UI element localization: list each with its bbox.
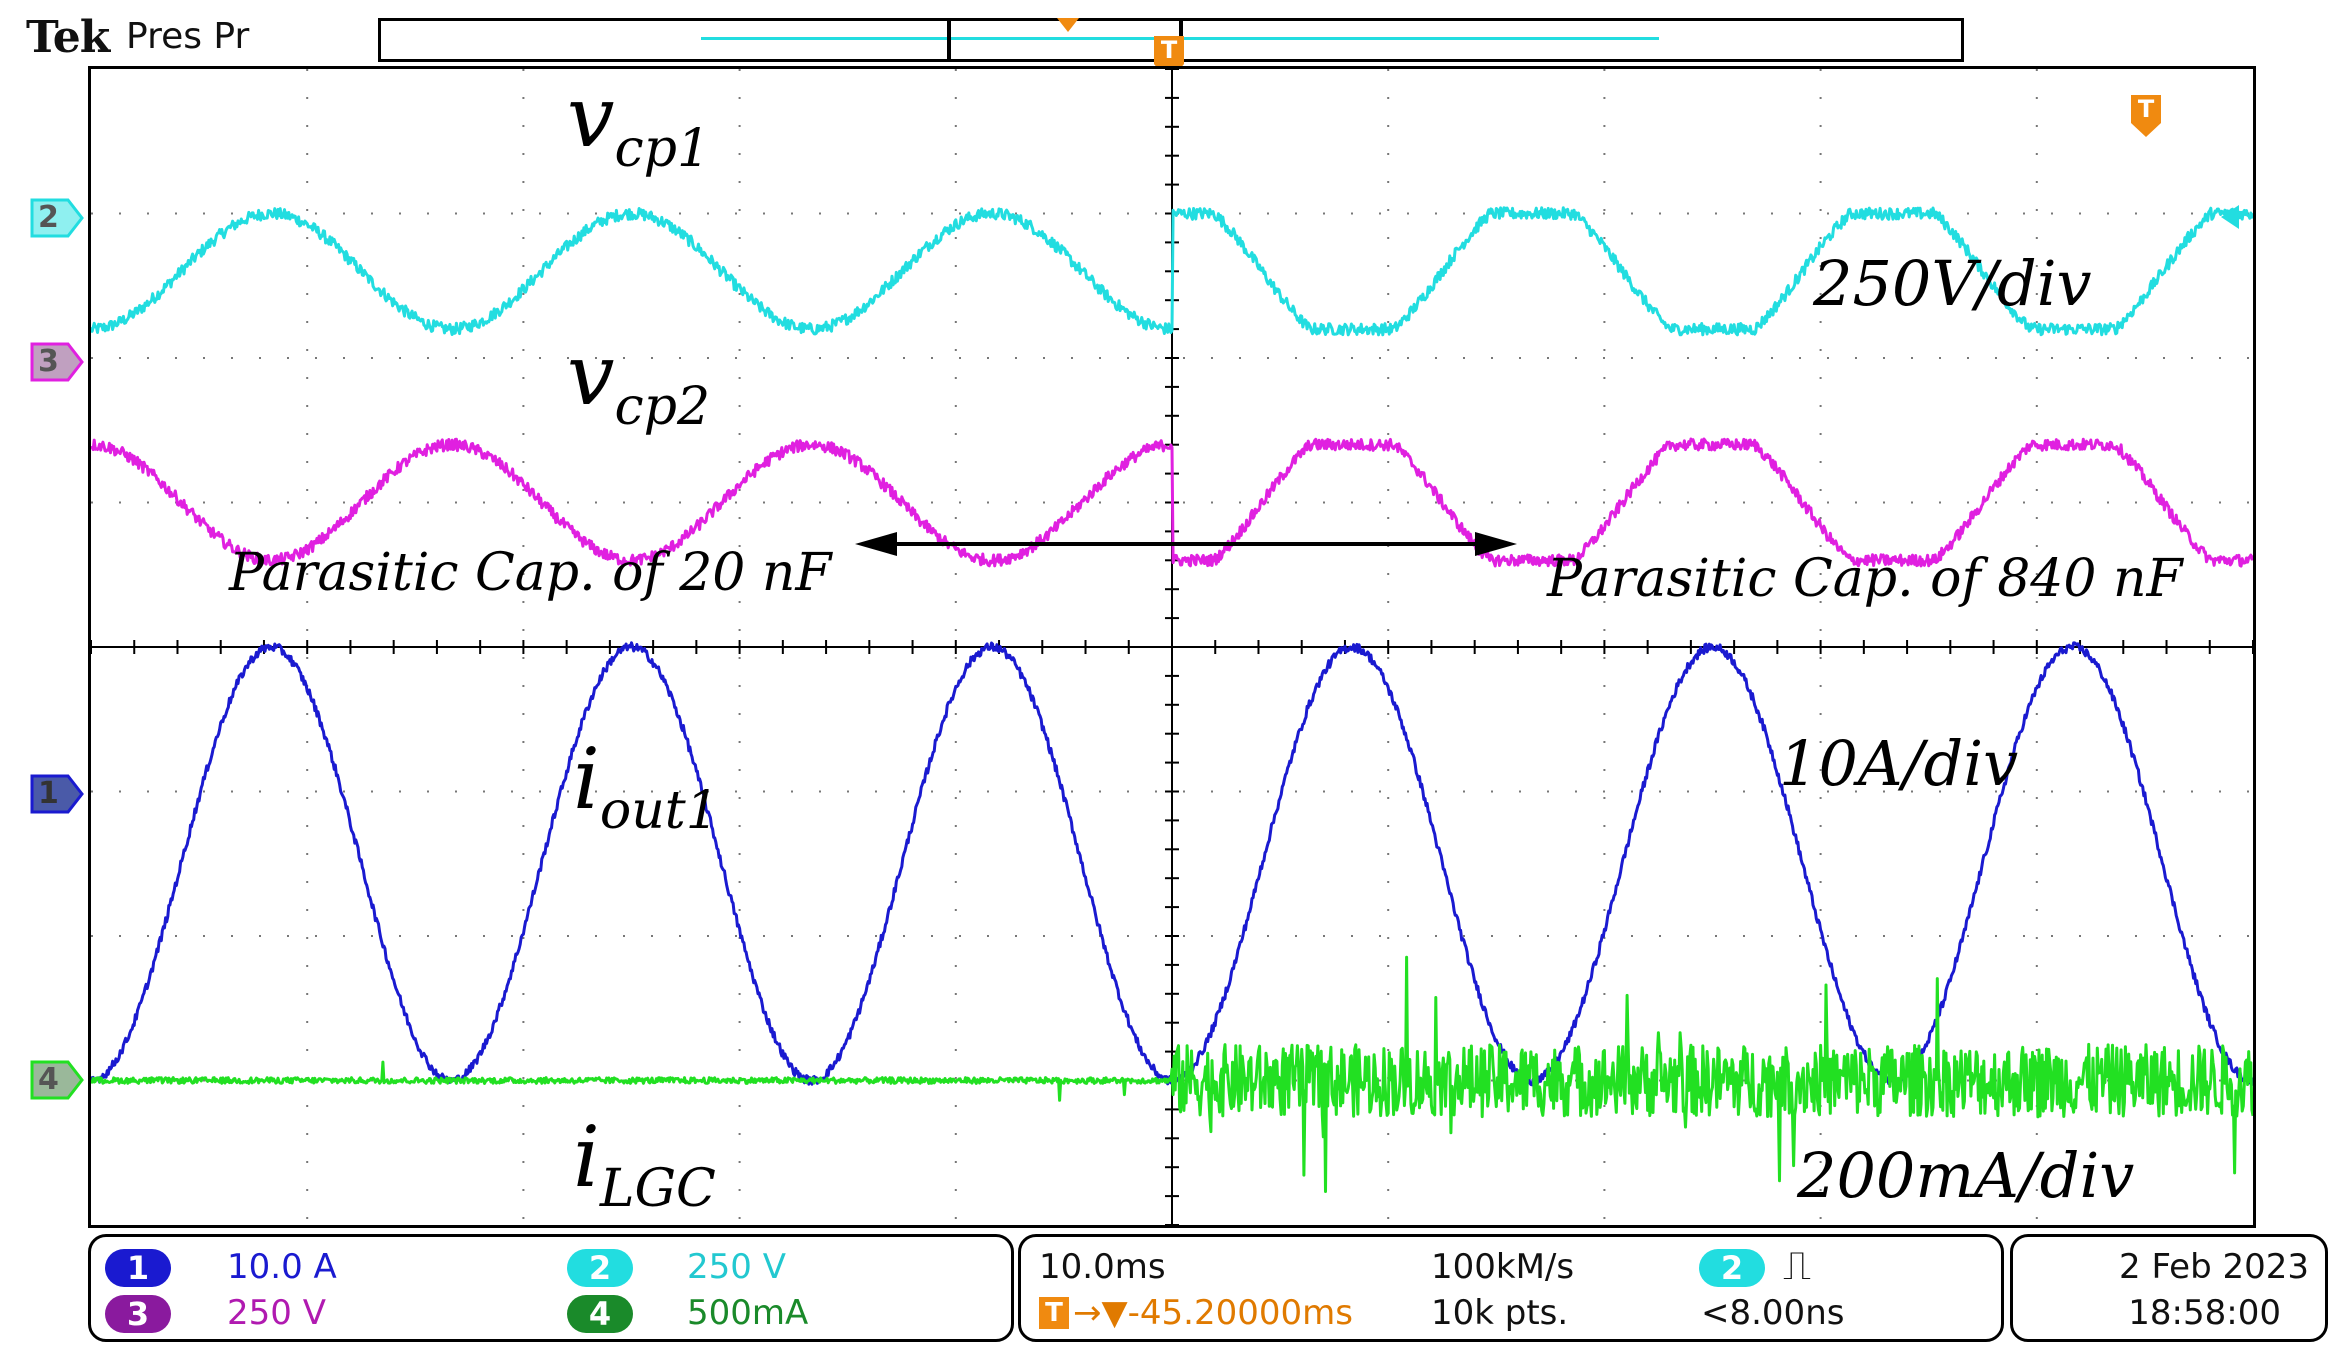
label-vcp2: vcp2 — [567, 326, 711, 437]
ch3-scale: 250 V — [227, 1293, 326, 1333]
timebase[interactable]: 10.0ms — [1039, 1247, 1166, 1287]
label-iout1: iout1 — [573, 730, 719, 841]
ch4-scale: 500mA — [687, 1293, 809, 1333]
label-left-parasitic-cap: Parasitic Cap. of 20 nF — [229, 543, 832, 603]
trigger-source-badge[interactable]: 2 — [1699, 1249, 1765, 1287]
trace-vcp2 — [91, 437, 2253, 568]
region-arrow-left-icon — [855, 532, 897, 556]
label-current-scale: 10A/div — [1779, 727, 2019, 800]
ch3-badge[interactable]: 3 — [105, 1295, 171, 1333]
trace-vcp1 — [91, 206, 2253, 337]
channel-settings-panel[interactable]: 1 10.0 A 2 250 V 3 250 V 4 500mA — [88, 1234, 1014, 1342]
region-arrow-right-icon — [1475, 532, 1517, 556]
trigger-pulse-icon: ⎍ — [1783, 1243, 1811, 1289]
trigger-indicator-icon: T — [2131, 95, 2161, 139]
waveform-display — [91, 69, 2253, 1225]
ch4-badge[interactable]: 4 — [567, 1295, 633, 1333]
sample-rate: 100kM/s — [1431, 1247, 1575, 1287]
acquisition-panel[interactable]: 10.0ms T →▼-45.20000ms 100kM/s 10k pts. … — [1018, 1234, 2004, 1342]
trigger-position-icon: T — [1039, 1297, 1069, 1329]
trigger-condition: <8.00ns — [1701, 1293, 1845, 1333]
label-vcp1: vcp1 — [567, 68, 711, 179]
date: 2 Feb 2023 — [2119, 1247, 2309, 1287]
ch2-scale: 250 V — [687, 1247, 786, 1287]
label-lgc-scale: 200mA/div — [1797, 1139, 2135, 1212]
label-ilgc: iLGC — [573, 1108, 716, 1219]
ch1-scale: 10.0 A — [227, 1247, 337, 1287]
date-time-panel: 2 Feb 2023 18:58:00 — [2010, 1234, 2328, 1342]
record-trigger-pointer-icon — [1057, 18, 1079, 32]
label-voltage-scale: 250V/div — [1813, 247, 2092, 320]
ch4-marker-icon[interactable]: 4 — [30, 1060, 84, 1100]
trace-iLGC — [91, 955, 2253, 1193]
ch2-marker-icon[interactable]: 2 — [30, 198, 84, 238]
record-length: 10k pts. — [1431, 1293, 1569, 1333]
trigger-position[interactable]: →▼-45.20000ms — [1073, 1293, 1353, 1333]
ch3-marker-icon[interactable]: 3 — [30, 342, 84, 382]
trigger-level-marker-icon[interactable] — [2221, 205, 2239, 229]
time: 18:58:00 — [2128, 1293, 2281, 1333]
brand-logo: Tek — [26, 12, 110, 63]
acquisition-mode: Pres Pr — [126, 16, 250, 57]
trigger-t-label: T — [1154, 36, 1184, 64]
waveform-graticule[interactable]: T vcp1 vcp2 250V/div Parasitic Cap. of 2… — [88, 66, 2256, 1228]
label-right-parasitic-cap: Parasitic Cap. of 840 nF — [1547, 549, 2183, 609]
top-bar: Tek Pres Pr T — [0, 0, 2340, 82]
ch1-marker-icon[interactable]: 1 — [30, 774, 84, 814]
ch2-badge[interactable]: 2 — [567, 1249, 633, 1287]
ch1-badge[interactable]: 1 — [105, 1249, 171, 1287]
